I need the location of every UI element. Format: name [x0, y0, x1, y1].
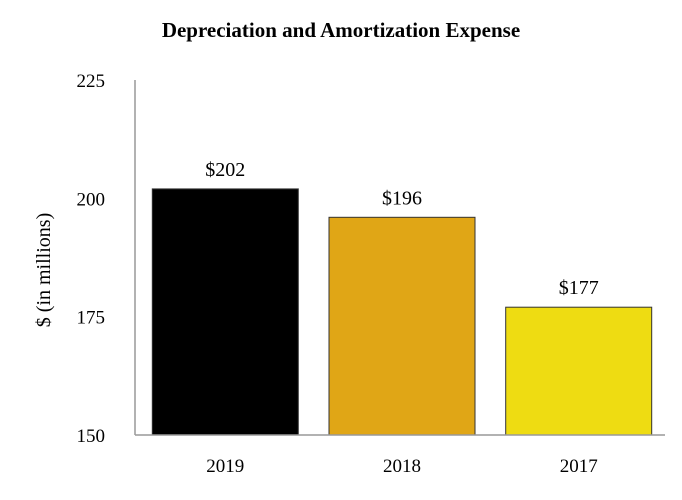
chart-title: Depreciation and Amortization Expense: [161, 18, 521, 42]
y-tick-label-200: 200: [77, 189, 106, 210]
bar-2018: [328, 216, 476, 436]
x-tick-label-2018: 2018: [383, 456, 421, 477]
bar-2019: [151, 188, 299, 436]
bar-2017: [505, 306, 653, 436]
data-label-2018: $196: [382, 187, 422, 209]
x-tick-label-2017: 2017: [560, 456, 598, 477]
y-tick-label-175: 175: [77, 308, 106, 329]
y-tick-label-150: 150: [77, 426, 106, 447]
x-tick-label-2019: 2019: [206, 456, 244, 477]
y-axis-label: $ (in millions): [33, 213, 55, 327]
data-label-2019: $202: [205, 159, 245, 181]
data-label-2017: $177: [559, 277, 599, 299]
y-tick-label-225: 225: [77, 71, 106, 92]
